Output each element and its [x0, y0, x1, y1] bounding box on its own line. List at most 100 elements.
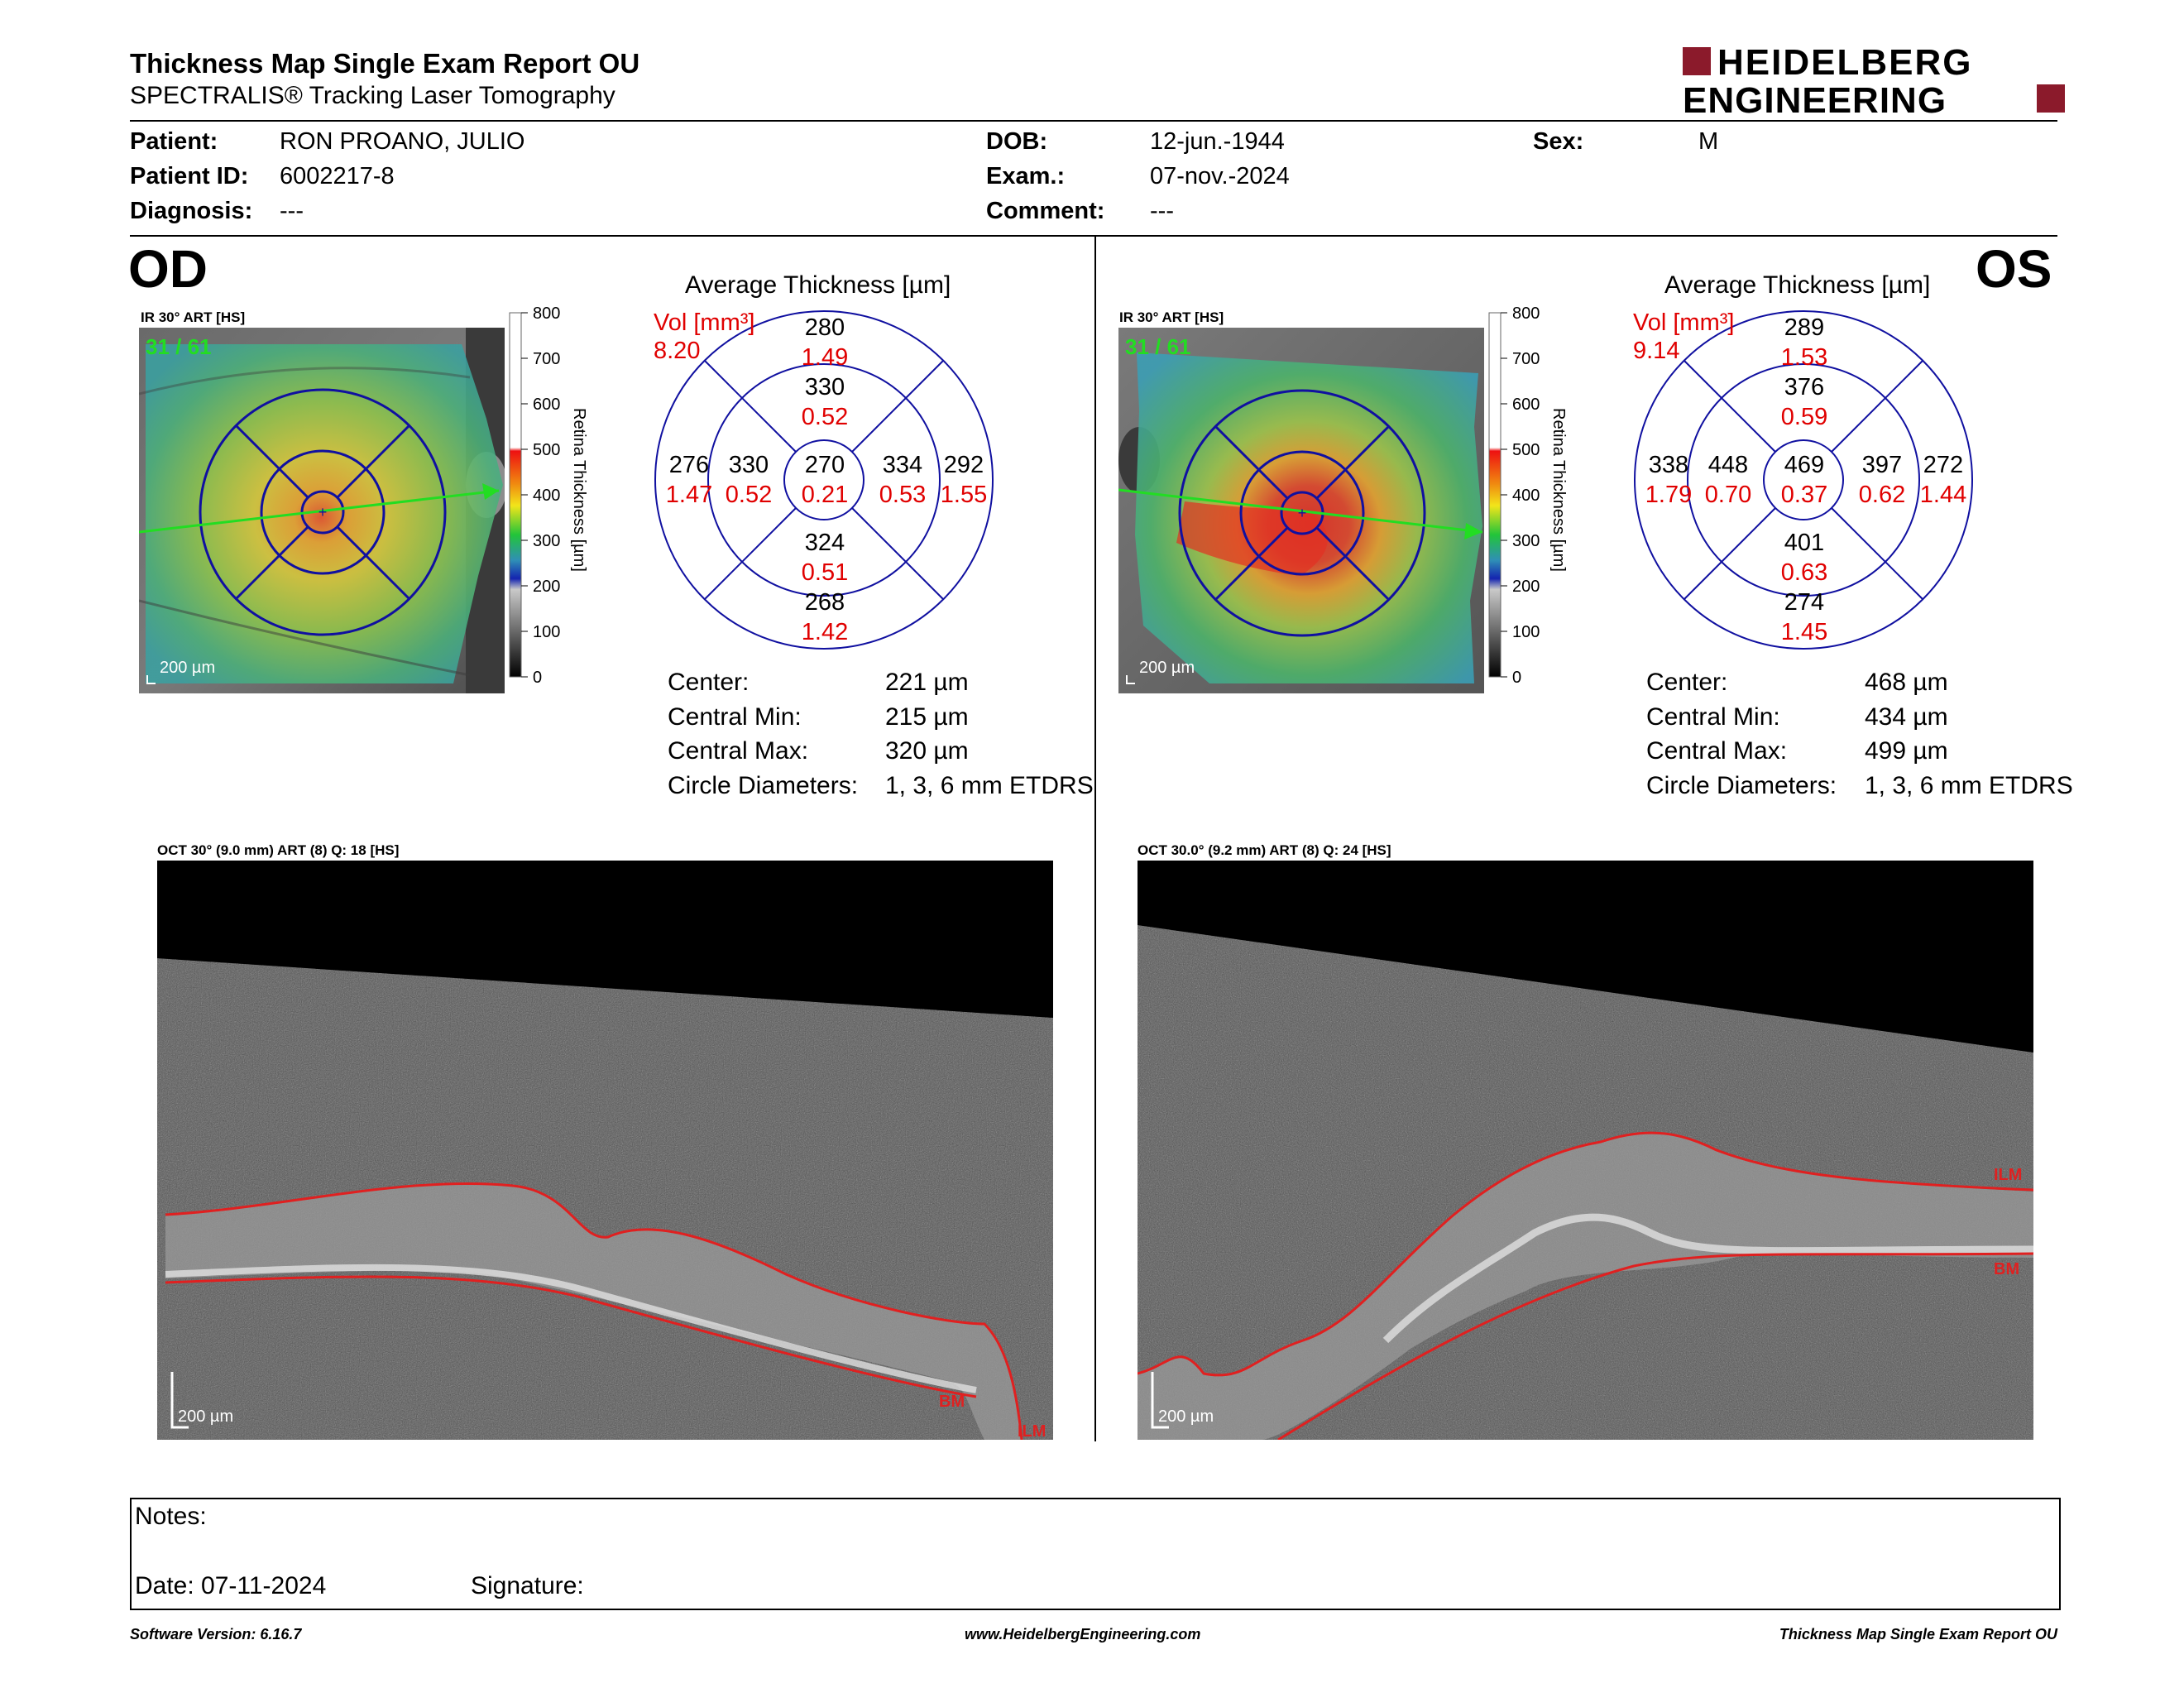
os-scale-tick-label: 800	[1512, 305, 1540, 323]
notes-date: Date: 07-11-2024	[135, 1572, 327, 1599]
os-outer-left-volume: 1.79	[1645, 482, 1692, 508]
od-etdrs-chart: Vol [mm³] 8.20 280 1.49 330 0.52 270 0.2…	[654, 309, 994, 650]
notes-signature: Signature:	[471, 1572, 584, 1599]
os-oct-rpe	[1382, 1213, 2033, 1344]
od-inner-inf-thickness: 324	[805, 530, 845, 556]
logo-text-bottom: ENGINEERING	[1683, 80, 1947, 117]
os-center-volume: 0.37	[1781, 482, 1827, 508]
os-scale-tick-label: 700	[1512, 350, 1540, 368]
od-eye-label: OD	[128, 239, 208, 299]
os-inner-inf-volume: 0.63	[1781, 559, 1827, 586]
od-oct-rpe	[165, 1264, 977, 1393]
patient-name: RON PROANO, JULIO	[280, 128, 525, 155]
od-central-min-label: Central Min:	[668, 703, 802, 731]
comment-label: Comment:	[986, 198, 1105, 224]
os-central-max-label: Central Max:	[1646, 737, 1788, 765]
os-frame-counter: 31 / 61	[1125, 334, 1191, 359]
od-oct-label: OCT 30° (9.0 mm) ART (8) Q: 18 [HS]	[157, 842, 400, 858]
od-oct-retina	[165, 1183, 1022, 1440]
od-central-min-value: 215 µm	[885, 703, 969, 731]
os-scale-tick-label: 500	[1512, 441, 1540, 459]
os-outer-inf-thickness: 274	[1784, 589, 1824, 616]
os-scan-arrow	[1464, 523, 1482, 539]
od-avg-title: Average Thickness [µm]	[685, 271, 951, 299]
os-central-min-value: 434 µm	[1865, 703, 1948, 731]
od-color-scale: 800 700 600 500 400 300 200 100 0 Retina Thickne…	[509, 305, 588, 687]
od-scalebar-icon	[146, 675, 156, 684]
od-oct-bscan: BM ILM 200 µm	[157, 861, 1053, 1440]
od-inner-right-volume: 0.53	[879, 482, 926, 508]
os-ir-label: IR 30° ART [HS]	[1119, 309, 1224, 325]
patient-divider	[130, 235, 2057, 237]
od-frame-counter: 31 / 61	[146, 334, 212, 359]
od-outer-left-volume: 1.47	[666, 482, 712, 508]
od-inner-left-volume: 0.52	[726, 482, 772, 508]
os-center-cross: +	[1298, 505, 1307, 521]
od-outer-inf-volume: 1.42	[802, 619, 848, 645]
od-scale-tick-label: 800	[533, 305, 560, 323]
od-scale-tick-label: 200	[533, 578, 560, 596]
os-inner-sup-thickness: 376	[1784, 374, 1824, 400]
diagnosis-value: ---	[280, 198, 304, 224]
od-central-max-label: Central Max:	[668, 737, 809, 765]
od-circle-diameters-label: Circle Diameters:	[668, 772, 859, 799]
heidelberg-logo: HEIDELBERG ENGINEERING	[1683, 43, 2065, 117]
od-scale-tick-label: 600	[533, 396, 560, 414]
od-inner-inf-volume: 0.51	[802, 559, 848, 586]
od-scale-tick-label: 500	[533, 441, 560, 459]
os-ilm-line	[1138, 1131, 2033, 1377]
os-outer-sup-volume: 1.53	[1781, 344, 1827, 371]
od-scale-bar	[509, 312, 522, 678]
patient-id-value: 6002217-8	[280, 163, 395, 189]
od-outer-sup-volume: 1.49	[802, 344, 848, 371]
od-vol-label: Vol [mm³]	[654, 309, 754, 336]
od-outer-right-thickness: 292	[944, 452, 984, 478]
os-oct-scalebar: 200 µm	[1158, 1407, 1214, 1426]
os-center-thickness: 469	[1784, 452, 1824, 478]
od-vessel	[139, 599, 471, 677]
os-inner-inf-thickness: 401	[1784, 530, 1824, 556]
header-divider	[130, 120, 2057, 122]
od-ilm-label: ILM	[1018, 1422, 1046, 1440]
od-thickness-map: + 31 / 61 200 µm	[139, 328, 505, 693]
os-circle-diameters-label: Circle Diameters:	[1646, 772, 1837, 799]
os-scale-tick-label: 200	[1512, 578, 1540, 596]
os-outer-right-volume: 1.44	[1920, 482, 1966, 508]
os-scale-bar	[1488, 312, 1502, 678]
od-outer-inf-thickness: 268	[805, 589, 845, 616]
patient-label: Patient:	[130, 128, 218, 155]
od-scale-title: Retina Thickness [µm]	[570, 408, 588, 572]
od-center-volume: 0.21	[802, 482, 848, 508]
os-bm-label: BM	[1994, 1260, 2019, 1278]
exam-label: Exam.:	[986, 163, 1066, 189]
os-vol-label: Vol [mm³]	[1633, 309, 1734, 336]
os-scan-line	[1118, 488, 1483, 534]
os-vol-total: 9.14	[1633, 338, 1679, 364]
os-inner-sup-volume: 0.59	[1781, 404, 1827, 430]
patient-id-label: Patient ID:	[130, 163, 249, 189]
od-etdrs-rings	[654, 310, 994, 650]
os-oct-top-black	[1138, 861, 2033, 1053]
os-outer-right-thickness: 272	[1923, 452, 1963, 478]
os-eye-label: OS	[1976, 239, 2052, 299]
od-outer-sup-thickness: 280	[805, 314, 845, 341]
exam-value: 07-nov.-2024	[1150, 163, 1290, 189]
os-circle-diameters-value: 1, 3, 6 mm ETDRS	[1865, 772, 2073, 799]
os-oct-bscan: ILM BM 200 µm	[1138, 861, 2033, 1440]
os-central-max-value: 499 µm	[1865, 737, 1948, 765]
od-outer-right-volume: 1.55	[941, 482, 987, 508]
od-oct-top-black	[157, 861, 1053, 1018]
od-center-label: Center:	[668, 669, 750, 696]
od-ir-label: IR 30° ART [HS]	[141, 309, 246, 325]
od-scale-tick-label: 400	[533, 487, 560, 505]
od-inner-left-thickness: 330	[729, 452, 769, 478]
logo-text-top: HEIDELBERG	[1717, 43, 1972, 83]
od-vol-total: 8.20	[654, 338, 700, 364]
os-scale-tick-label: 300	[1512, 532, 1540, 550]
os-avg-title: Average Thickness [µm]	[1664, 271, 1931, 299]
os-etdrs-chart: Vol [mm³] 9.14 289 1.53 376 0.59 469 0.3…	[1633, 309, 1973, 650]
dob-label: DOB:	[986, 128, 1048, 155]
os-central-min-label: Central Min:	[1646, 703, 1780, 731]
logo-square-bottom	[2037, 84, 2065, 113]
od-scale-tick-label: 300	[533, 532, 560, 550]
